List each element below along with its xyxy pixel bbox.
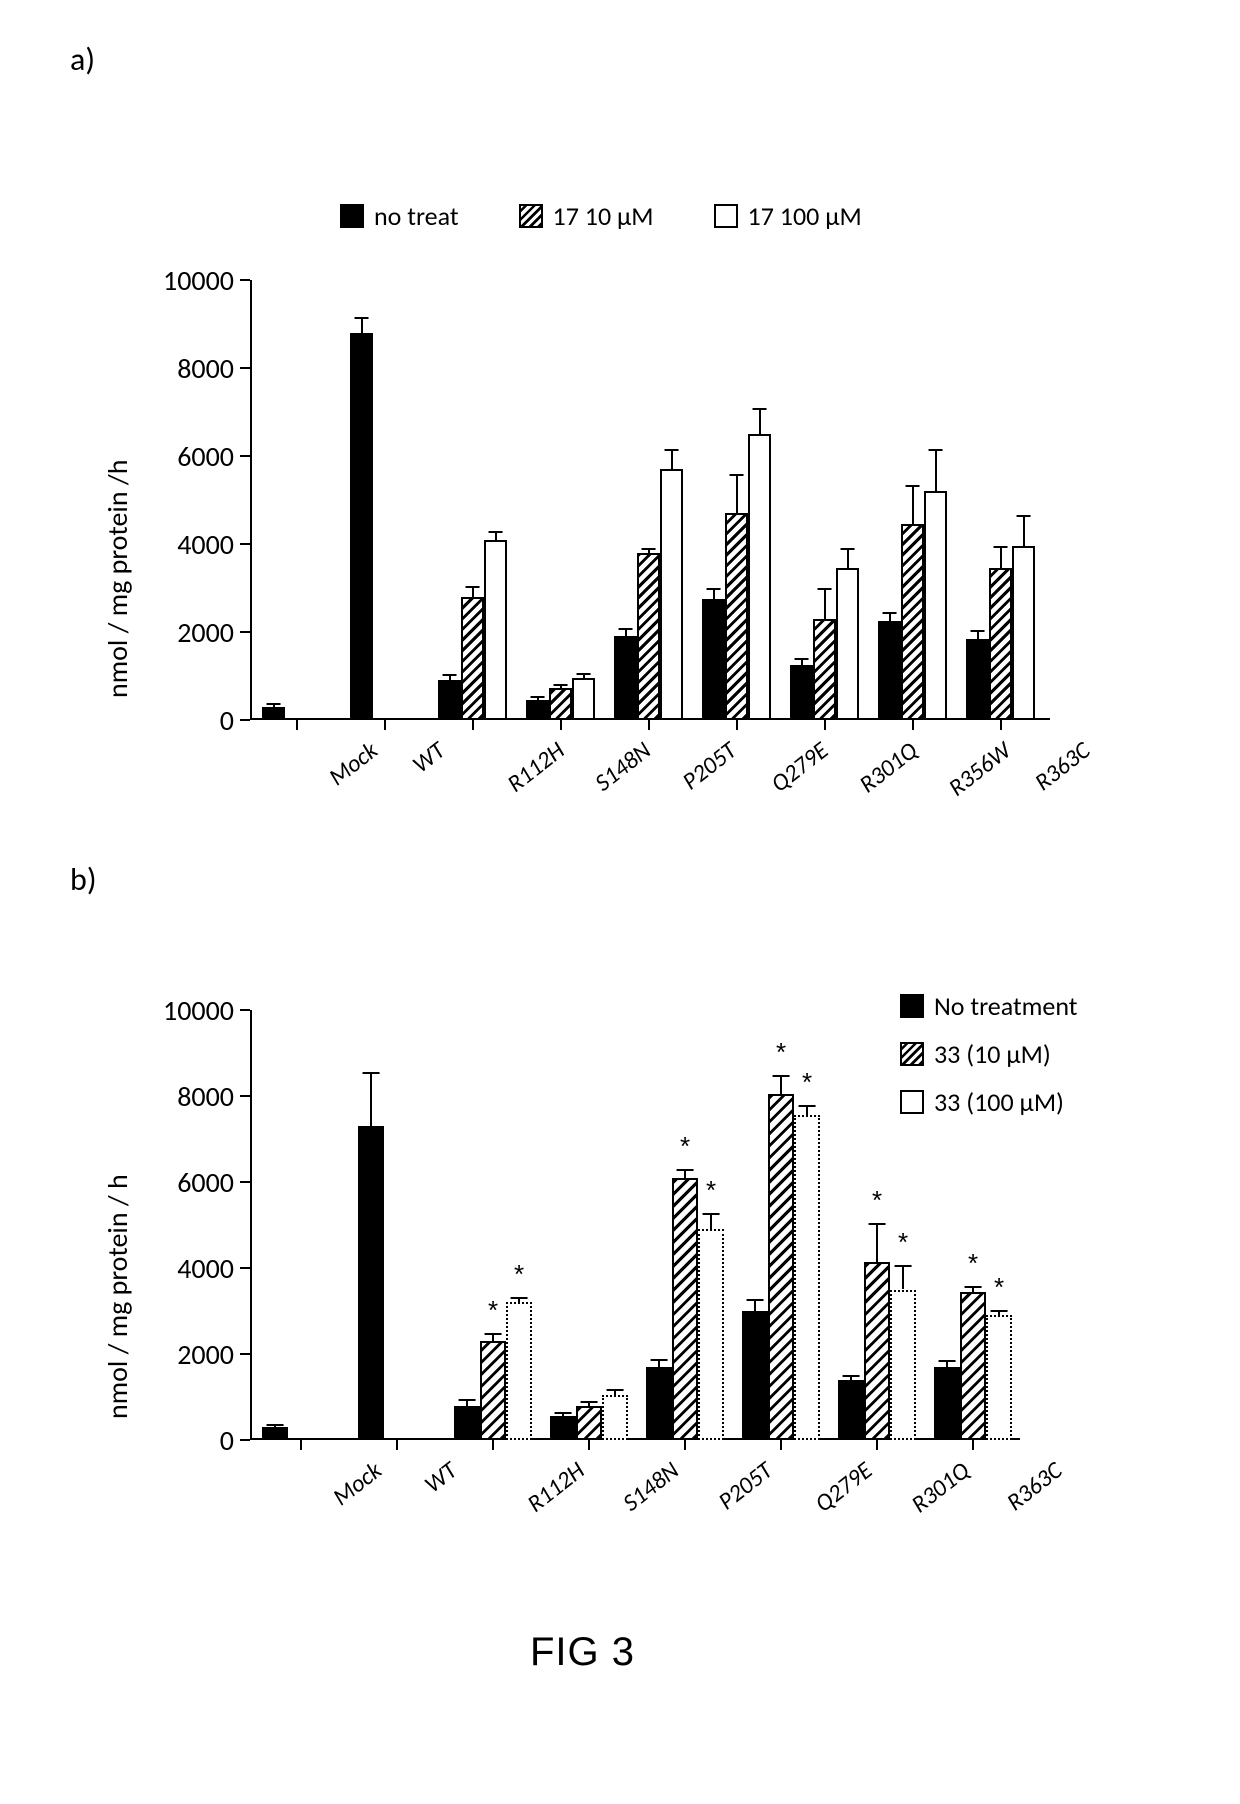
category-label: S148N: [589, 736, 656, 798]
legend-item: 17 100 µM: [714, 200, 862, 232]
legend-label: 17 100 µM: [748, 200, 862, 232]
panel_b-chart: 0200040006000800010000MockWTR112H**S148N…: [250, 1010, 1020, 1440]
category-label: Mock: [323, 736, 383, 792]
figure-page: a)b)no treat17 10 µM17 100 µMNo treatmen…: [0, 0, 1240, 1804]
y-tick-label: 4000: [144, 527, 234, 562]
bar-no_treat: [934, 1367, 960, 1440]
bar-no_treat: [350, 333, 373, 720]
bar-no_treat: [614, 636, 637, 720]
y-tick-label: 4000: [144, 1251, 234, 1286]
bar-no_treat: [790, 665, 813, 720]
bar-no_treat: [358, 1126, 384, 1440]
legend-label: no treat: [374, 200, 459, 232]
bar-c17_10uM: [725, 513, 748, 720]
bar-c17_100uM: [748, 434, 771, 720]
category-label: P205T: [713, 1456, 779, 1516]
bar-c17_10uM: [989, 568, 1012, 720]
category-label: R301Q: [906, 1456, 975, 1519]
y-axis-title: nmol / mg protein / h: [100, 1174, 135, 1419]
bar-no_treat: [526, 700, 549, 720]
bar-no_treat: [966, 639, 989, 720]
y-tick-label: 8000: [144, 1079, 234, 1114]
bar-no_treat: [742, 1311, 768, 1440]
bar-no_treat: [262, 1427, 288, 1440]
bar-c17_10uM: [549, 688, 572, 720]
category-label: R112H: [501, 736, 570, 799]
category-label: R356W: [943, 736, 1017, 802]
y-axis-title: nmol / mg protein /h: [100, 460, 135, 698]
bar-no_treat: [702, 599, 725, 720]
legend-swatch: [714, 204, 738, 228]
bar-c17_10uM: [461, 597, 484, 720]
y-tick-label: 10000: [144, 263, 234, 298]
legend-swatch: [340, 204, 364, 228]
bar-c33_10uM: [576, 1406, 602, 1440]
bar-c33_10uM: [960, 1292, 986, 1440]
bar-c17_100uM: [836, 568, 859, 720]
bar-no_treat: [550, 1416, 576, 1440]
y-tick-label: 0: [144, 1423, 234, 1458]
bar-c33_100uM: [602, 1395, 628, 1440]
category-label: Q279E: [810, 1456, 878, 1518]
bar-c33_10uM: [672, 1178, 698, 1440]
bar-c33_100uM: [698, 1229, 724, 1440]
y-tick-label: 6000: [144, 439, 234, 474]
bar-c33_10uM: [480, 1341, 506, 1440]
y-tick-label: 2000: [144, 615, 234, 650]
bar-c17_10uM: [901, 524, 924, 720]
legend-label: 17 10 µM: [553, 200, 654, 232]
category-label: Mock: [327, 1456, 387, 1512]
panel-b-label: b): [70, 860, 97, 899]
bar-no_treat: [454, 1406, 480, 1440]
bar-c17_100uM: [660, 469, 683, 720]
y-tick-label: 0: [144, 703, 234, 738]
bar-no_treat: [646, 1367, 672, 1440]
bar-c33_100uM: [986, 1315, 1012, 1440]
category-label: Q279E: [765, 736, 833, 798]
y-tick-label: 6000: [144, 1165, 234, 1200]
panel-a-label: a): [70, 40, 95, 79]
bar-c17_100uM: [572, 678, 595, 720]
bar-c33_10uM: [768, 1094, 794, 1440]
category-label: WT: [407, 736, 451, 779]
bar-c33_100uM: [506, 1302, 532, 1440]
category-label: R363C: [1029, 736, 1096, 797]
y-tick-label: 10000: [144, 993, 234, 1028]
bar-c17_10uM: [637, 553, 660, 720]
bar-c33_100uM: [890, 1290, 916, 1441]
bar-no_treat: [878, 621, 901, 720]
category-label: WT: [419, 1456, 463, 1499]
legend-item: no treat: [340, 200, 459, 232]
bar-c33_10uM: [864, 1262, 890, 1440]
figure-caption: FIG 3: [530, 1630, 635, 1675]
panel_a-chart: 0200040006000800010000MockWTR112HS148NP2…: [250, 280, 1050, 720]
y-tick-label: 8000: [144, 351, 234, 386]
category-label: S148N: [617, 1456, 684, 1518]
bar-no_treat: [262, 707, 285, 720]
bar-c17_10uM: [813, 619, 836, 720]
category-label: P205T: [676, 736, 742, 796]
bar-c17_100uM: [484, 540, 507, 720]
category-label: R301Q: [853, 736, 922, 799]
panel_a-legend: no treat 17 10 µM 17 100 µM: [340, 200, 862, 232]
bar-c17_100uM: [924, 491, 947, 720]
category-label: R112H: [522, 1456, 591, 1519]
bar-no_treat: [838, 1380, 864, 1440]
category-label: R363C: [1001, 1456, 1068, 1517]
legend-item: 17 10 µM: [519, 200, 654, 232]
bar-c17_100uM: [1012, 546, 1035, 720]
y-tick-label: 2000: [144, 1337, 234, 1372]
bar-no_treat: [438, 680, 461, 720]
bar-c33_100uM: [794, 1115, 820, 1440]
legend-swatch: [519, 204, 543, 228]
